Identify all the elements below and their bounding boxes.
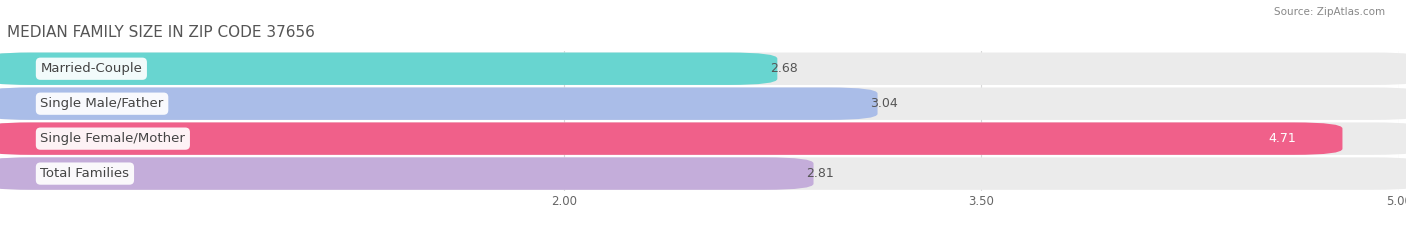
FancyBboxPatch shape (0, 122, 1343, 155)
FancyBboxPatch shape (0, 122, 1406, 155)
Text: MEDIAN FAMILY SIZE IN ZIP CODE 37656: MEDIAN FAMILY SIZE IN ZIP CODE 37656 (7, 25, 315, 40)
Text: Married-Couple: Married-Couple (41, 62, 142, 75)
Text: 2.81: 2.81 (806, 167, 834, 180)
FancyBboxPatch shape (0, 157, 1406, 190)
Text: Total Families: Total Families (41, 167, 129, 180)
FancyBboxPatch shape (0, 87, 1406, 120)
FancyBboxPatch shape (0, 52, 778, 85)
Text: 3.04: 3.04 (870, 97, 898, 110)
Text: 4.71: 4.71 (1268, 132, 1296, 145)
FancyBboxPatch shape (0, 157, 814, 190)
FancyBboxPatch shape (0, 87, 877, 120)
Text: Single Male/Father: Single Male/Father (41, 97, 163, 110)
FancyBboxPatch shape (0, 52, 1406, 85)
Text: Single Female/Mother: Single Female/Mother (41, 132, 186, 145)
Text: Source: ZipAtlas.com: Source: ZipAtlas.com (1274, 7, 1385, 17)
Text: 2.68: 2.68 (770, 62, 797, 75)
